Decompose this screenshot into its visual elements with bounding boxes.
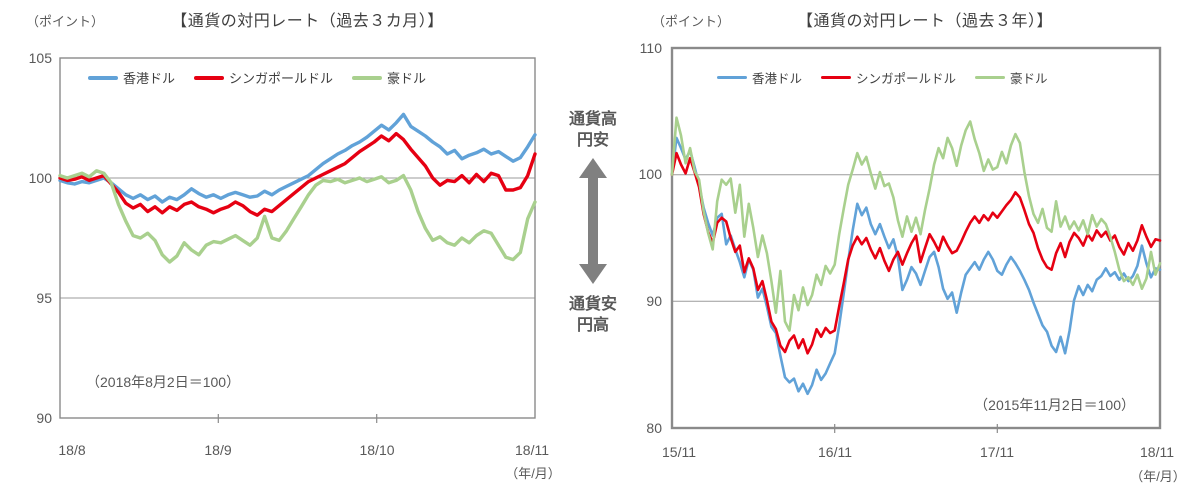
right-xtick-0: 15/11 [662, 444, 696, 460]
aud-line-swatch-icon [352, 75, 383, 80]
left-axis-note: （年/月） [505, 466, 561, 481]
left-xtick-3: 18/11 [515, 442, 549, 458]
currency-high-label: 通貨高 円安 [568, 111, 617, 149]
left-xtick-2: 18/10 [359, 442, 395, 458]
left-chart-legend: 香港ドル シンガポールドル 豪ドル [88, 68, 445, 87]
left-xtick-1: 18/9 [204, 442, 232, 458]
right-xtick-1: 16/11 [818, 444, 852, 460]
legend-item-hkd: 香港ドル [717, 68, 802, 87]
legend-label-hkd: 香港ドル [752, 72, 803, 86]
legend-label-sgd: シンガポールドル [856, 72, 957, 86]
left-ytick-105: 105 [28, 50, 52, 66]
right-ytick-80: 80 [646, 420, 662, 436]
left-chart-base-annotation: （2018年8月2日＝100） [86, 374, 241, 390]
left-chart-unit-label: （ポイント） [26, 14, 105, 29]
legend-label-aud: 豪ドル [1010, 72, 1048, 86]
right-axis-note: （年/月） [1130, 469, 1186, 484]
hkd-line-swatch-icon [88, 75, 118, 80]
up-down-arrow-icon [579, 158, 607, 284]
right-chart-plot [670, 46, 1162, 433]
legend-label-aud: 豪ドル [387, 71, 427, 86]
left-ytick-90: 90 [36, 410, 52, 426]
legend-label-sgd: シンガポールドル [229, 71, 334, 86]
left-ytick-100: 100 [28, 170, 52, 186]
legend-item-sgd: シンガポールドル [821, 68, 956, 87]
legend-item-hkd: 香港ドル [88, 68, 175, 87]
legend-item-sgd: シンガポールドル [194, 68, 333, 87]
right-chart-legend: 香港ドル シンガポールドル 豪ドル [717, 68, 1067, 87]
right-chart-title: 【通貨の対円レート（過去３年）】 [796, 13, 1053, 30]
hkd-line-swatch-icon [717, 75, 747, 80]
aud-line-swatch-icon [975, 75, 1006, 80]
right-chart-unit-label: （ポイント） [652, 14, 731, 29]
currency-low-label: 通貨安 円高 [568, 296, 617, 334]
left-chart-title: 【通貨の対円レート（過去３カ月）】 [171, 13, 444, 30]
right-ytick-110: 110 [639, 40, 662, 56]
right-xtick-2: 17/11 [980, 444, 1014, 460]
left-xtick-0: 18/8 [58, 442, 86, 458]
legend-label-hkd: 香港ドル [123, 71, 176, 86]
left-ytick-95: 95 [36, 290, 52, 306]
sgd-line-swatch-icon [821, 75, 852, 80]
sgd-line-swatch-icon [194, 75, 225, 80]
legend-item-aud: 豪ドル [975, 68, 1048, 87]
right-xtick-3: 18/11 [1140, 444, 1174, 460]
right-ytick-90: 90 [646, 293, 662, 309]
right-ytick-100: 100 [638, 166, 662, 182]
right-chart-base-annotation: （2015年11月2日＝100） [974, 397, 1135, 413]
legend-item-aud: 豪ドル [352, 68, 426, 87]
left-chart-plot [58, 57, 537, 423]
